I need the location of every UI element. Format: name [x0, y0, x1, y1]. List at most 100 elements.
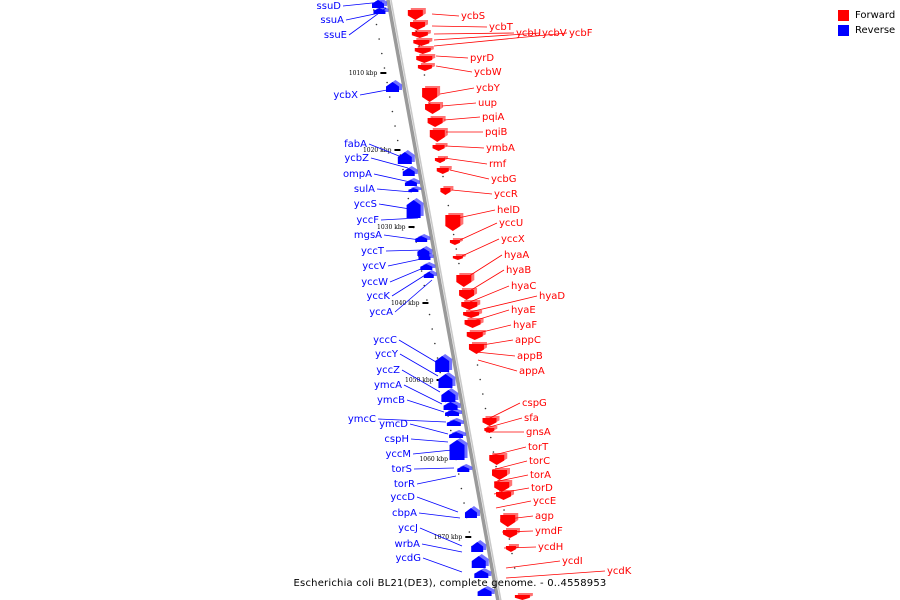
reverse-gene-feature: [477, 586, 495, 596]
reverse-gene-feature: [406, 198, 424, 218]
scale-dot: [468, 531, 471, 533]
legend-label: Reverse: [855, 25, 896, 36]
forward-gene-label-pqiA: pqiA: [482, 112, 504, 123]
forward-gene-feature: [494, 480, 513, 492]
reverse-gene-leader: [416, 475, 457, 485]
forward-gene-feature: [440, 186, 454, 195]
reverse-gene-feature: [386, 80, 403, 92]
forward-gene-feature: [456, 273, 475, 287]
reverse-gene-leader: [348, 7, 387, 36]
scale-dot: [442, 175, 444, 178]
legend-label: Forward: [855, 10, 896, 21]
gene-shape-depth: [410, 8, 426, 18]
forward-gene-leader: [469, 295, 538, 313]
forward-gene-label-ycbF: ycbF: [569, 28, 593, 39]
gene-shape-depth: [411, 186, 422, 190]
forward-gene-label-ycbV: ycbV: [542, 28, 567, 39]
reverse-gene-leader: [419, 527, 463, 547]
reverse-gene-label-fabA: fabA: [344, 139, 367, 150]
reverse-gene-label-yccT: yccT: [361, 246, 385, 257]
gene-shape-depth: [416, 38, 433, 44]
forward-gene-feature: [445, 213, 464, 231]
forward-gene-leader: [433, 32, 541, 41]
forward-gene-label-ycdH: ycdH: [538, 542, 563, 553]
gene-shape-depth: [467, 506, 480, 516]
reverse-gene-leader: [370, 157, 409, 169]
gene-shape-depth: [452, 238, 463, 243]
gene-shape-depth: [474, 540, 487, 550]
reverse-gene-feature: [443, 400, 461, 410]
reverse-gene-feature: [408, 186, 422, 192]
gene-shape-depth: [467, 318, 484, 326]
forward-gene-feature: [463, 310, 483, 318]
reverse-gene-leader: [391, 271, 431, 297]
scale-dot: [391, 110, 394, 113]
forward-gene-leader: [457, 209, 496, 219]
scale-dot: [503, 509, 505, 511]
reverse-gene-label-yccS: yccS: [354, 199, 377, 210]
forward-gene-leader: [477, 359, 518, 372]
forward-gene-label-rmf: rmf: [489, 159, 507, 170]
forward-gene-feature: [429, 128, 448, 142]
reverse-gene-label-wrbA: wrbA: [395, 539, 421, 550]
scale-dot: [407, 197, 410, 200]
reverse-gene-leader: [387, 257, 427, 267]
reverse-gene-feature: [446, 418, 464, 426]
forward-gene-leader: [493, 474, 529, 483]
gene-shape-depth: [497, 480, 513, 490]
forward-gene-feature: [464, 318, 484, 328]
scale-dot: [426, 299, 428, 301]
forward-gene-leader: [499, 515, 534, 521]
scale-dot: [463, 502, 465, 504]
forward-gene-leader: [445, 145, 485, 149]
reverse-gene-label-ymcB: ymcB: [377, 395, 405, 406]
forward-gene-label-yccR: yccR: [494, 189, 518, 200]
reverse-gene-feature: [449, 438, 468, 460]
scale-dot: [380, 52, 383, 55]
forward-gene-label-hyaC: hyaC: [511, 281, 536, 292]
forward-gene-leader: [433, 32, 515, 35]
forward-gene-leader: [501, 530, 534, 533]
position-tick-label: 1020 kbp: [363, 147, 392, 154]
gene-shape-depth: [448, 408, 463, 414]
gene-shape-depth: [417, 46, 434, 52]
forward-gene-feature: [461, 300, 481, 310]
reverse-gene-feature: [457, 464, 473, 472]
gene-shape-depth: [409, 198, 424, 216]
reverse-gene-feature: [415, 234, 431, 242]
reverse-gene-label-ymcA: ymcA: [374, 380, 402, 391]
genome-caption: Escherichia coli BL21(DE3), complete gen…: [293, 578, 607, 589]
reverse-gene-label-ssuD: ssuD: [317, 1, 342, 12]
gene-shape-depth: [419, 54, 436, 61]
forward-gene-feature: [413, 38, 433, 46]
reverse-gene-label-yccK: yccK: [367, 291, 391, 302]
forward-gene-leader: [439, 87, 475, 95]
scale-dot: [447, 204, 450, 207]
gene-shape-depth: [441, 372, 456, 386]
forward-gene-label-helD: helD: [497, 205, 520, 216]
gene-shape-depth: [464, 300, 481, 308]
reverse-gene-label-sulA: sulA: [354, 184, 375, 195]
gene-shape-depth: [437, 156, 448, 161]
scale-dot: [460, 487, 463, 490]
reverse-gene-label-ymcD: ymcD: [379, 419, 408, 430]
forward-gene-feature: [416, 54, 436, 63]
gene-shape-depth: [421, 252, 434, 258]
position-tick-label: 1030 kbp: [377, 224, 406, 231]
scale-dot: [482, 393, 484, 395]
reverse-gene-label-cbpA: cbpA: [392, 508, 417, 519]
reverse-gene-leader: [410, 438, 449, 443]
reverse-gene-leader: [394, 279, 433, 313]
reverse-gene-leader: [389, 265, 429, 283]
reverse-gene-label-torR: torR: [394, 479, 415, 490]
reverse-gene-feature: [404, 178, 420, 186]
gene-shape-depth: [432, 128, 448, 140]
scale-dot: [378, 38, 380, 40]
gene-shape-depth: [375, 0, 387, 6]
forward-gene-leader: [485, 417, 523, 429]
legend-entry-reverse: Reverse: [838, 23, 895, 38]
forward-gene-label-torD: torD: [531, 483, 553, 494]
reverse-gene-label-yccW: yccW: [361, 277, 388, 288]
forward-gene-leader: [485, 402, 521, 421]
forward-gene-leader: [505, 560, 561, 569]
